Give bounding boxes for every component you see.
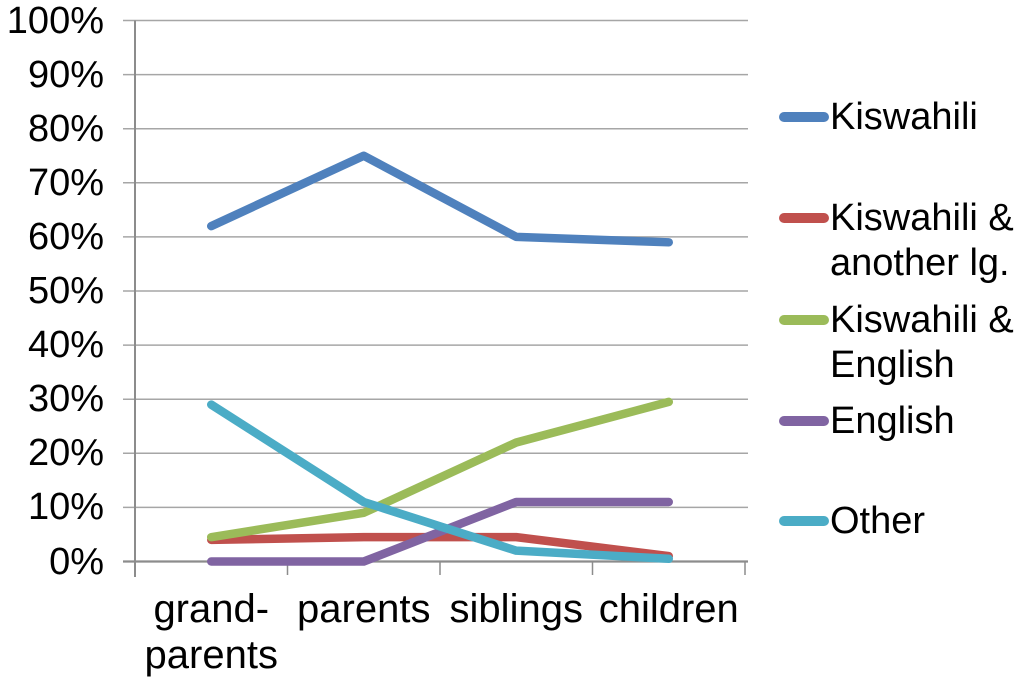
y-tick-label: 100% — [6, 0, 104, 42]
y-tick-label: 50% — [27, 270, 104, 312]
series-line-other — [207, 400, 673, 564]
x-category-label-siblings: siblings — [449, 587, 583, 631]
series-line-kiswahili-english — [207, 397, 673, 542]
y-tick-label: 20% — [27, 432, 104, 475]
series-line-kiswahili — [207, 151, 673, 247]
y-tick-label: 70% — [27, 161, 104, 204]
x-category-label-children: children — [598, 587, 739, 631]
y-tick-label: 0% — [49, 540, 104, 583]
x-category-label-grand-parents: grand- parents — [144, 587, 278, 677]
y-tick-label: 90% — [27, 53, 104, 96]
series-line-english — [207, 497, 673, 566]
y-tick-label: 60% — [27, 215, 104, 258]
y-tick-label: 30% — [27, 378, 104, 421]
x-category-label-parents: parents — [297, 587, 431, 631]
series-line-kiswahili-another-lg — [207, 532, 673, 561]
y-tick-label: 80% — [27, 107, 104, 150]
y-tick-label: 10% — [27, 486, 104, 529]
y-tick-label: 40% — [27, 324, 104, 367]
